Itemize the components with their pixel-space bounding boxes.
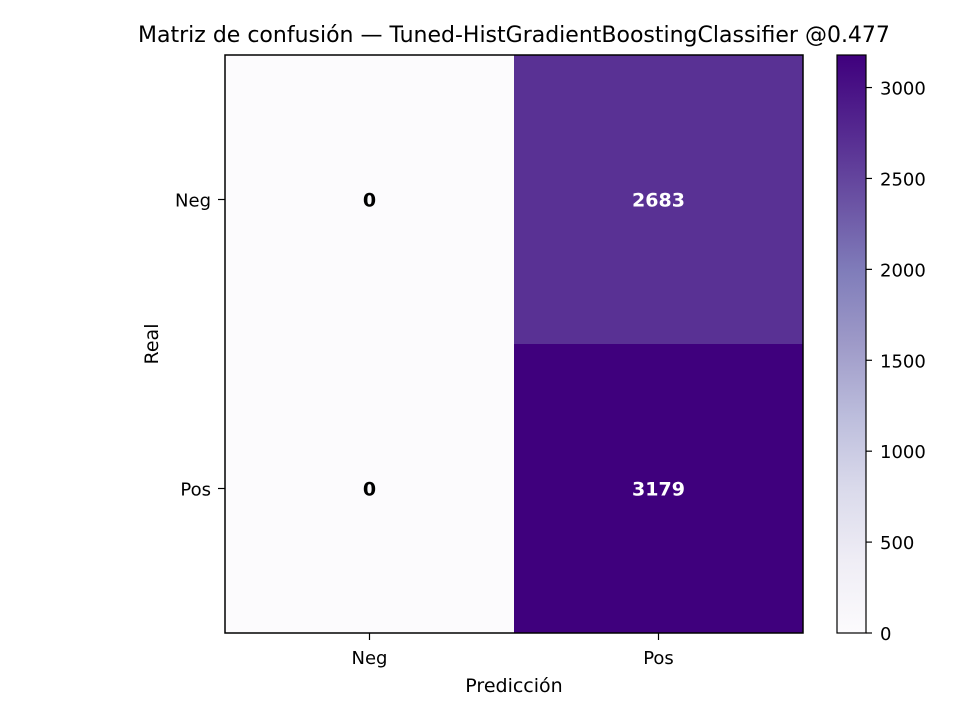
colorbar-tick-label: 2500 xyxy=(880,169,926,190)
y-axis-label: Real xyxy=(141,324,163,365)
heatmap-cell-neg-pos xyxy=(514,55,803,344)
cell-value-label: 0 xyxy=(363,190,376,212)
heatmap-cell-pos-neg xyxy=(225,344,514,633)
y-tick-label: Neg xyxy=(175,191,211,212)
plot-frame xyxy=(224,54,804,634)
chart-title: Matriz de confusión — Tuned-HistGradient… xyxy=(138,23,890,48)
colorbar-ticks: 0 500 1000 1500 2000 2500 3000 xyxy=(866,79,926,645)
y-axis-ticks: Neg Pos xyxy=(175,191,225,501)
x-axis-ticks: Neg Pos xyxy=(352,633,674,669)
colorbar-tick-label: 0 xyxy=(880,624,891,645)
x-tick-label: Pos xyxy=(643,648,674,669)
cell-value-label: 2683 xyxy=(632,190,685,212)
colorbar-tick-label: 3000 xyxy=(880,79,926,100)
heatmap-cell-neg-neg xyxy=(225,55,514,344)
x-axis-label: Predicción xyxy=(465,675,562,697)
colorbar-tick-label: 2000 xyxy=(880,260,926,281)
heatmap-cells xyxy=(225,55,803,633)
y-tick-label: Pos xyxy=(180,480,211,501)
cell-value-label: 3179 xyxy=(632,479,685,501)
cell-value-label: 0 xyxy=(363,479,376,501)
heatmap-cell-pos-pos xyxy=(514,344,803,633)
colorbar xyxy=(836,54,867,634)
heatmap-cell-labels: 0 2683 0 3179 xyxy=(363,190,685,501)
x-tick-label: Neg xyxy=(352,648,388,669)
colorbar-tick-label: 500 xyxy=(880,533,914,554)
colorbar-tick-label: 1000 xyxy=(880,442,926,463)
colorbar-tick-label: 1500 xyxy=(880,351,926,372)
